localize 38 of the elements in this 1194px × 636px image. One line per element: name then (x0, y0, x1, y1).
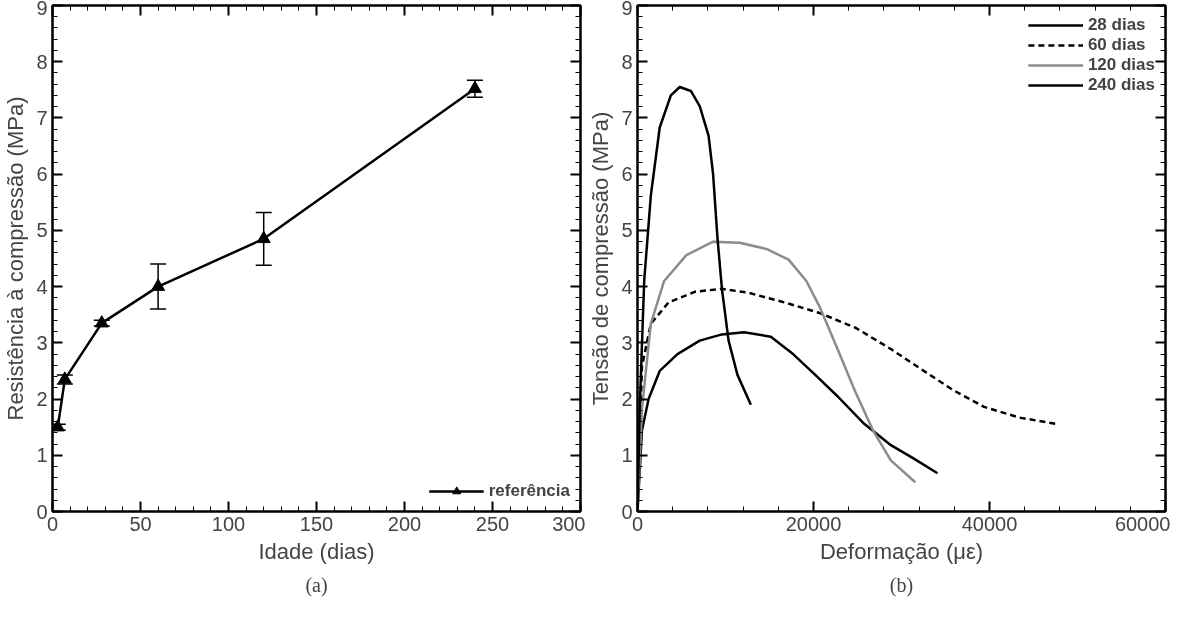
y-axis-title: Tensão de compressão (MPa) (588, 111, 614, 406)
y-tick-label: 7 (621, 106, 633, 129)
y-tick-label: 1 (621, 444, 633, 467)
x-tick-label: 50 (129, 512, 152, 535)
legend-label: 60 dias (1087, 35, 1146, 55)
y-axis-title: Resistência à compressão (MPa) (3, 96, 29, 421)
x-tick-label: 300 (552, 512, 586, 535)
x-tick-label: 100 (211, 512, 246, 535)
y-tick-label: 8 (36, 50, 48, 73)
y-tick-label: 4 (621, 275, 633, 298)
y-tick-label: 2 (36, 388, 48, 411)
x-tick-label: 250 (475, 512, 510, 535)
x-axis-title: Idade (dias) (258, 538, 375, 564)
y-tick-label: 9 (36, 0, 48, 19)
x-tick-label: 40000 (961, 512, 1018, 535)
text: (a) (305, 573, 328, 597)
y-tick-label: 6 (621, 163, 633, 186)
y-tick-label: 3 (36, 331, 48, 354)
y-tick-label: 7 (36, 106, 48, 129)
legend-label: 120 dias (1087, 55, 1155, 75)
y-tick-label: 4 (36, 275, 48, 298)
legend-label: 240 dias (1087, 75, 1155, 95)
y-tick-label: 6 (36, 163, 48, 186)
x-tick-label: 60000 (1114, 512, 1171, 535)
y-tick-label: 1 (36, 444, 48, 467)
legend-label: 28 dias (1087, 15, 1146, 35)
legend-label: referência (488, 481, 570, 501)
y-tick-label: 5 (36, 219, 48, 242)
text: (b) (889, 573, 914, 597)
y-tick-label: 9 (621, 0, 633, 19)
y-tick-label: 8 (621, 50, 633, 73)
x-tick-label: 150 (299, 512, 334, 535)
y-tick-label: 2 (621, 388, 633, 411)
x-tick-label: 200 (387, 512, 422, 535)
y-tick-label: 3 (621, 331, 633, 354)
y-tick-label: 5 (621, 219, 633, 242)
x-axis-title: Deformação (με) (819, 538, 984, 564)
x-tick-label: 20000 (785, 512, 842, 535)
